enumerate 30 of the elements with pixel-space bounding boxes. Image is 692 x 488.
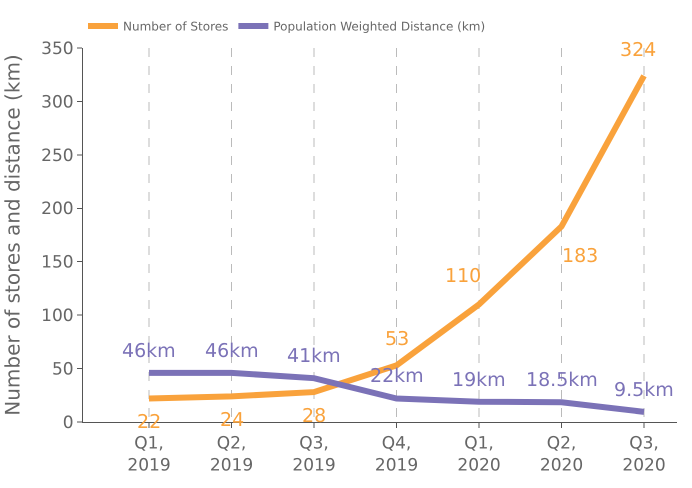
legend-label: Number of Stores	[123, 20, 228, 34]
data-label: 19km	[452, 369, 506, 391]
data-label: 53	[385, 328, 410, 350]
data-label: 18.5km	[526, 369, 598, 391]
y-tick-label: 250	[41, 146, 74, 166]
data-label: 46km	[122, 340, 176, 362]
x-tick-label: Q2, 2019	[210, 433, 254, 476]
y-tick-label: 0	[62, 412, 74, 433]
y-tick-label: 50	[52, 360, 74, 380]
x-tick-label: Q3, 2019	[292, 433, 336, 476]
legend-label: Population Weighted Distance (km)	[273, 20, 486, 34]
data-label: 110	[445, 265, 482, 287]
data-label: 183	[562, 245, 598, 267]
y-tick-label: 150	[41, 252, 74, 273]
x-tick-label: Q3, 2020	[622, 433, 666, 476]
data-label: 324	[620, 39, 656, 61]
data-label: 41km	[287, 345, 341, 367]
data-label: 28	[302, 405, 326, 427]
x-tick-label: Q4, 2019	[374, 433, 418, 476]
x-tick-label: Q2, 2020	[540, 433, 584, 476]
x-tick-label: Q1, 2019	[127, 433, 171, 476]
y-tick-label: 100	[41, 306, 74, 326]
y-tick-label: 200	[41, 199, 74, 220]
y-axis-title: Number of stores and distance (km)	[0, 54, 25, 416]
y-tick-label: 350	[41, 38, 74, 59]
x-tick-label: Q1, 2020	[457, 433, 501, 476]
y-tick-label: 300	[41, 92, 74, 112]
data-label: 9.5km	[614, 379, 674, 401]
data-label: 22km	[370, 365, 424, 387]
data-label: 46km	[205, 340, 259, 362]
